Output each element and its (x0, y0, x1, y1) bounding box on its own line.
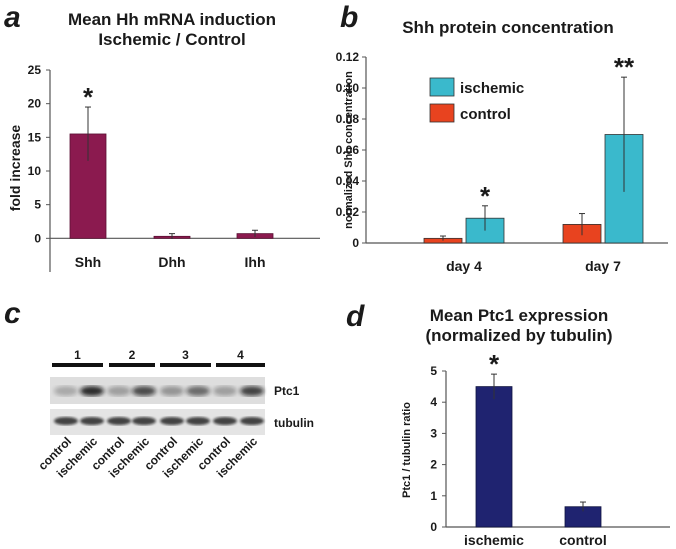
chart-b-category-label: day 7 (585, 258, 621, 274)
blot-group-bar (52, 363, 103, 367)
blot-band-tubulin (54, 417, 78, 425)
chart-d-title-line-2: (normalized by tubulin) (426, 326, 613, 345)
blot-band-ptc1 (240, 386, 264, 396)
chart-b-category-label: day 4 (446, 258, 482, 274)
chart-b-title: Shh protein concentration (402, 18, 614, 37)
chart-b-significance-mark: * (480, 181, 491, 211)
legend-swatch-control (429, 103, 455, 123)
blot-band-ptc1 (186, 386, 210, 396)
chart-d-significance-mark: * (489, 349, 500, 379)
legend-swatch-ischemic (429, 77, 455, 97)
blot-group-number: 3 (182, 348, 189, 362)
blot-group-bar (109, 363, 155, 367)
blot-band-tubulin (186, 417, 210, 425)
chart-d-y-tick-label: 3 (430, 426, 437, 440)
chart-d-category-label: control (559, 532, 606, 548)
blot-group-bar (216, 363, 265, 367)
chart-a: Mean Hh mRNA induction Ischemic / Contro… (7, 10, 320, 272)
blot-band-ptc1 (160, 386, 184, 396)
chart-d-bar (475, 386, 513, 528)
chart-d-y-tick-label: 1 (430, 489, 437, 503)
chart-a-category-label: Shh (75, 254, 101, 270)
blot-band-tubulin (132, 417, 156, 425)
chart-b-y-tick-label: 0.02 (336, 205, 360, 219)
chart-a-significance-mark: * (83, 82, 94, 112)
chart-b-y-tick-label: 0.10 (336, 81, 360, 95)
chart-a-y-tick-label: 0 (34, 231, 41, 245)
chart-b-y-tick-label: 0.04 (336, 174, 360, 188)
chart-b-y-tick-label: 0.08 (336, 112, 360, 126)
chart-a-y-axis-label: fold increase (7, 125, 23, 212)
blot-group-bar (160, 363, 211, 367)
chart-a-y-tick-label: 20 (28, 97, 42, 111)
blot-band-ptc1 (213, 386, 237, 396)
chart-a-y-tick-label: 15 (28, 130, 42, 144)
chart-d-y-tick-label: 4 (430, 395, 437, 409)
chart-b: Shh protein concentration normalized Shh… (336, 18, 668, 274)
chart-b-y-tick-label: 0.06 (336, 143, 360, 157)
blot-group-number: 2 (129, 348, 136, 362)
blot-band-tubulin (240, 417, 264, 425)
chart-b-significance-mark: ** (614, 52, 635, 82)
panel-label-d: d (346, 300, 365, 333)
chart-b-y-tick-label: 0 (352, 236, 359, 250)
chart-d-y-tick-label: 5 (430, 364, 437, 378)
chart-a-category-label: Dhh (158, 254, 185, 270)
legend-label-control: control (460, 106, 511, 123)
blot-band-tubulin (213, 417, 237, 425)
chart-b-y-tick-label: 0.12 (336, 50, 360, 64)
blot-band-ptc1 (54, 386, 78, 396)
chart-a-category-label: Ihh (245, 254, 266, 270)
chart-b-legend: ischemic control (429, 77, 524, 123)
chart-d-title-line-1: Mean Ptc1 expression (430, 306, 609, 325)
blot-band-ptc1 (80, 386, 104, 396)
chart-a-y-tick-label: 10 (28, 164, 42, 178)
chart-d-y-axis-label: Ptc1 / tubulin ratio (401, 402, 413, 498)
blot-row-label: Ptc1 (274, 384, 300, 398)
blot-band-tubulin (107, 417, 131, 425)
blot-group-number: 4 (237, 348, 244, 362)
panel-label-a: a (4, 1, 21, 34)
chart-a-y-tick-label: 5 (34, 198, 41, 212)
chart-a-title-line-2: Ischemic / Control (98, 30, 245, 49)
blot-band-ptc1 (132, 386, 156, 396)
chart-a-title-line-1: Mean Hh mRNA induction (68, 10, 276, 29)
chart-d-y-tick-label: 0 (430, 520, 437, 534)
chart-d: Mean Ptc1 expression (normalized by tubu… (401, 306, 670, 548)
legend-label-ischemic: ischemic (460, 80, 524, 97)
chart-d-y-tick-label: 2 (430, 458, 437, 472)
blot-band-tubulin (80, 417, 104, 425)
western-blot: 1 2 3 4Ptc1tubulincontrolischemiccontrolisc… (35, 348, 314, 480)
blot-band-tubulin (160, 417, 184, 425)
blot-band-ptc1 (107, 386, 131, 396)
chart-b-y-axis-label: normalized Shh concentration (343, 71, 355, 229)
panel-label-c: c (4, 297, 21, 330)
panel-label-b: b (340, 1, 358, 34)
blot-group-number: 1 (74, 348, 81, 362)
blot-row-label: tubulin (274, 416, 314, 430)
chart-d-category-label: ischemic (464, 532, 524, 548)
chart-a-y-tick-label: 25 (28, 63, 42, 77)
